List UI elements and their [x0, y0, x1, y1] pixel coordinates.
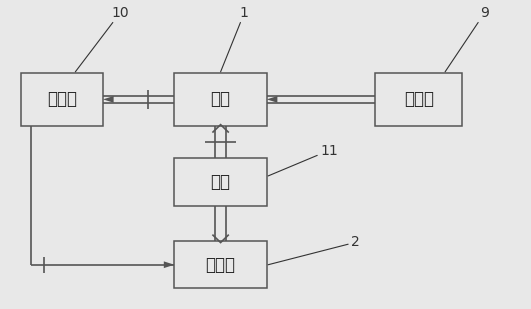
Text: 9: 9 [445, 6, 489, 72]
Text: 储水筱: 储水筱 [205, 256, 236, 274]
Text: 2: 2 [268, 235, 359, 265]
Text: 11: 11 [268, 143, 338, 176]
Polygon shape [267, 96, 277, 103]
Bar [174, 158, 267, 206]
Bar [174, 241, 267, 289]
Text: 出水孔: 出水孔 [47, 90, 77, 108]
Text: 10: 10 [75, 6, 129, 72]
Polygon shape [164, 261, 174, 268]
Text: 1: 1 [220, 6, 249, 72]
Bar [375, 73, 463, 126]
Bar [174, 73, 267, 126]
Text: 水筱: 水筱 [211, 90, 230, 108]
Text: 水泵: 水泵 [211, 173, 230, 191]
Bar [21, 73, 103, 126]
Polygon shape [103, 96, 114, 103]
Text: 自来水: 自来水 [404, 90, 434, 108]
